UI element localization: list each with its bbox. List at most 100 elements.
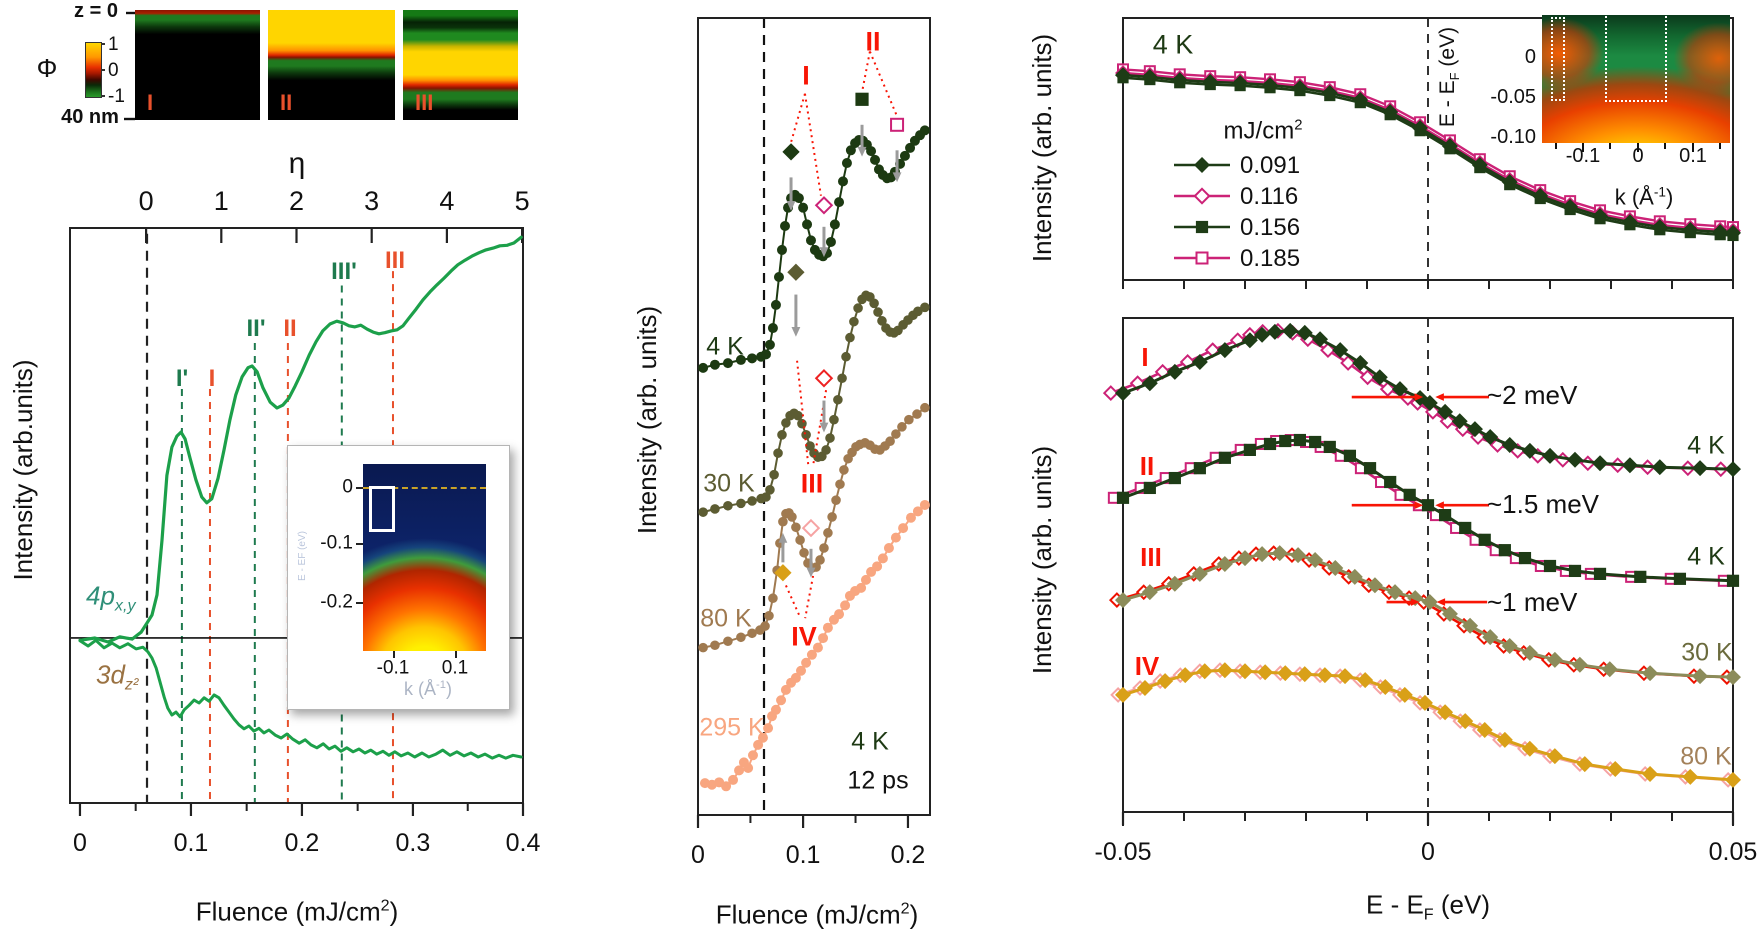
strip-label-I: I bbox=[147, 90, 154, 115]
svg-text:0.05: 0.05 bbox=[1709, 838, 1758, 866]
right-top-y-axis-label: Intensity (arb. units) bbox=[1027, 33, 1057, 263]
legend-entry: 0.091 bbox=[1174, 152, 1300, 179]
arpes-inset-card bbox=[287, 445, 510, 710]
edc-temp-label-4K-II: 4 K bbox=[1687, 542, 1725, 571]
rinset-xtick-label: 0 bbox=[1632, 145, 1644, 167]
edc-label-I: I bbox=[1141, 342, 1149, 372]
inset-ytick-label: 0 bbox=[342, 476, 353, 498]
orbital-label-3d: 3dz² bbox=[96, 659, 139, 694]
svg-text:3: 3 bbox=[364, 186, 379, 216]
svg-text:0.116: 0.116 bbox=[1240, 183, 1298, 210]
rinset-k-axis-label: k (Å-1) bbox=[1614, 184, 1674, 210]
transition-label-I: I bbox=[208, 365, 216, 392]
fermi-level-dashed-line bbox=[363, 487, 486, 489]
state-label-I: I bbox=[802, 60, 810, 91]
inset-xtick bbox=[455, 651, 457, 658]
transition-label-III: III bbox=[384, 247, 406, 274]
middle-x-axis-label: Fluence (mJ/cm2) bbox=[715, 899, 919, 930]
svg-text:5: 5 bbox=[515, 186, 530, 216]
svg-text:0: 0 bbox=[108, 60, 119, 81]
transition-label-I-prime: I' bbox=[175, 365, 189, 392]
annotation-delay: 12 ps bbox=[847, 766, 909, 795]
curves bbox=[78, 63, 1741, 792]
shift-annotation-1mev: ~1 meV bbox=[1487, 587, 1578, 617]
svg-text:2: 2 bbox=[289, 186, 304, 216]
svg-text:0.2: 0.2 bbox=[891, 841, 926, 869]
roi-box-narrow bbox=[1551, 17, 1565, 101]
inset-ytick bbox=[356, 543, 363, 545]
strip-label-II: II bbox=[280, 90, 293, 115]
legend-entry: 0.156 bbox=[1174, 214, 1300, 241]
left-y-axis-label: Intensity (arb.units) bbox=[8, 359, 38, 581]
transition-label-II: II bbox=[283, 315, 297, 342]
rinset-ytick-label: -0.10 bbox=[1490, 126, 1536, 148]
phase-strip-I: I bbox=[135, 10, 260, 120]
svg-text:0: 0 bbox=[691, 841, 705, 869]
right-top-temp-label: 4 K bbox=[1152, 29, 1194, 60]
annotations bbox=[774, 51, 1489, 619]
right-bottom-x-axis-label: E - EF (eV) bbox=[1366, 889, 1490, 924]
phi-colorbar bbox=[85, 42, 102, 98]
roi-box-wide bbox=[1605, 13, 1667, 102]
legend-entry: 0.185 bbox=[1174, 245, 1300, 272]
arpes-map-inset bbox=[1542, 13, 1730, 143]
inset-xtick bbox=[393, 651, 395, 658]
svg-text:1: 1 bbox=[108, 34, 119, 55]
curve-temp-label-80K: 80 K bbox=[700, 604, 752, 633]
arpes-inset-image bbox=[363, 464, 486, 651]
rinset-ytick-label: -0.05 bbox=[1490, 86, 1536, 108]
svg-text:0: 0 bbox=[1421, 838, 1435, 866]
curve-temp-label-30K: 30 K bbox=[703, 469, 755, 498]
inset-ytick bbox=[356, 602, 363, 604]
left-x-axis-label: Fluence (mJ/cm2) bbox=[195, 896, 399, 927]
edc-temp-label-4K-I: 4 K bbox=[1687, 431, 1725, 460]
svg-text:1: 1 bbox=[214, 186, 229, 216]
curve-temp-label-4K: 4 K bbox=[706, 332, 744, 361]
axes: 0 0.1 0.2 0.3 0.4 0 1 2 3 4 5 0 0.1 0.2 -0.05 0 0.05 bbox=[69, 17, 1758, 869]
depth-label: 40 nm bbox=[61, 106, 119, 128]
state-label-II: II bbox=[865, 26, 881, 57]
edc-label-IV: IV bbox=[1134, 651, 1160, 681]
middle-y-axis-label: Intensity (arb. units) bbox=[632, 305, 662, 535]
inset-ytick-label: -0.1 bbox=[320, 532, 353, 554]
svg-text:0.3: 0.3 bbox=[396, 829, 431, 857]
legend-entry: 0.116 bbox=[1174, 183, 1298, 210]
rinset-energy-axis-label: E - EF (eV) bbox=[1435, 26, 1463, 128]
svg-text:-1: -1 bbox=[108, 86, 125, 107]
phase-strip-II: II bbox=[268, 10, 395, 120]
svg-text:0: 0 bbox=[139, 186, 154, 216]
eta-axis-label: η bbox=[288, 147, 306, 180]
edc-label-II: II bbox=[1139, 451, 1155, 481]
state-label-III: III bbox=[800, 468, 824, 499]
edc-label-III: III bbox=[1140, 542, 1162, 572]
annotation-temperature: 4 K bbox=[851, 727, 889, 756]
state-label-IV: IV bbox=[791, 621, 817, 652]
shift-annotation-2mev: ~2 meV bbox=[1487, 380, 1578, 410]
curve-temp-label-295K: 295 K bbox=[699, 713, 765, 742]
svg-text:0.1: 0.1 bbox=[786, 841, 821, 869]
shift-annotation-1p5mev: ~1.5 meV bbox=[1487, 489, 1600, 519]
svg-text:0.091: 0.091 bbox=[1240, 152, 1300, 179]
phase-strip-III: III bbox=[403, 10, 518, 120]
strip-label-III: III bbox=[415, 90, 434, 115]
svg-text:0.1: 0.1 bbox=[174, 829, 209, 857]
rinset-ytick-label: 0 bbox=[1524, 46, 1536, 68]
inset-energy-axis-label-faint: E - EF (eV) bbox=[297, 530, 308, 582]
phi-label: Φ bbox=[36, 53, 58, 83]
legend-title: mJ/cm2 bbox=[1223, 117, 1303, 145]
inset-xtick-label: -0.1 bbox=[376, 657, 410, 679]
z-zero-label: z = 0 bbox=[74, 0, 118, 22]
rinset-xtick-label: 0.1 bbox=[1679, 145, 1707, 167]
svg-text:0.4: 0.4 bbox=[506, 829, 541, 857]
colorbar-ticks: 1 0 -1 bbox=[100, 11, 135, 121]
inset-xtick-label: 0.1 bbox=[441, 657, 469, 679]
orbital-label-4p: 4px,y bbox=[86, 580, 136, 615]
edc-temp-label-80K: 80 K bbox=[1680, 742, 1732, 771]
svg-text:0: 0 bbox=[73, 829, 87, 857]
transition-label-II-prime: II' bbox=[246, 315, 266, 342]
inset-ytick bbox=[356, 487, 363, 489]
inset-ytick-label: -0.2 bbox=[320, 591, 353, 613]
svg-text:0.185: 0.185 bbox=[1240, 245, 1300, 272]
